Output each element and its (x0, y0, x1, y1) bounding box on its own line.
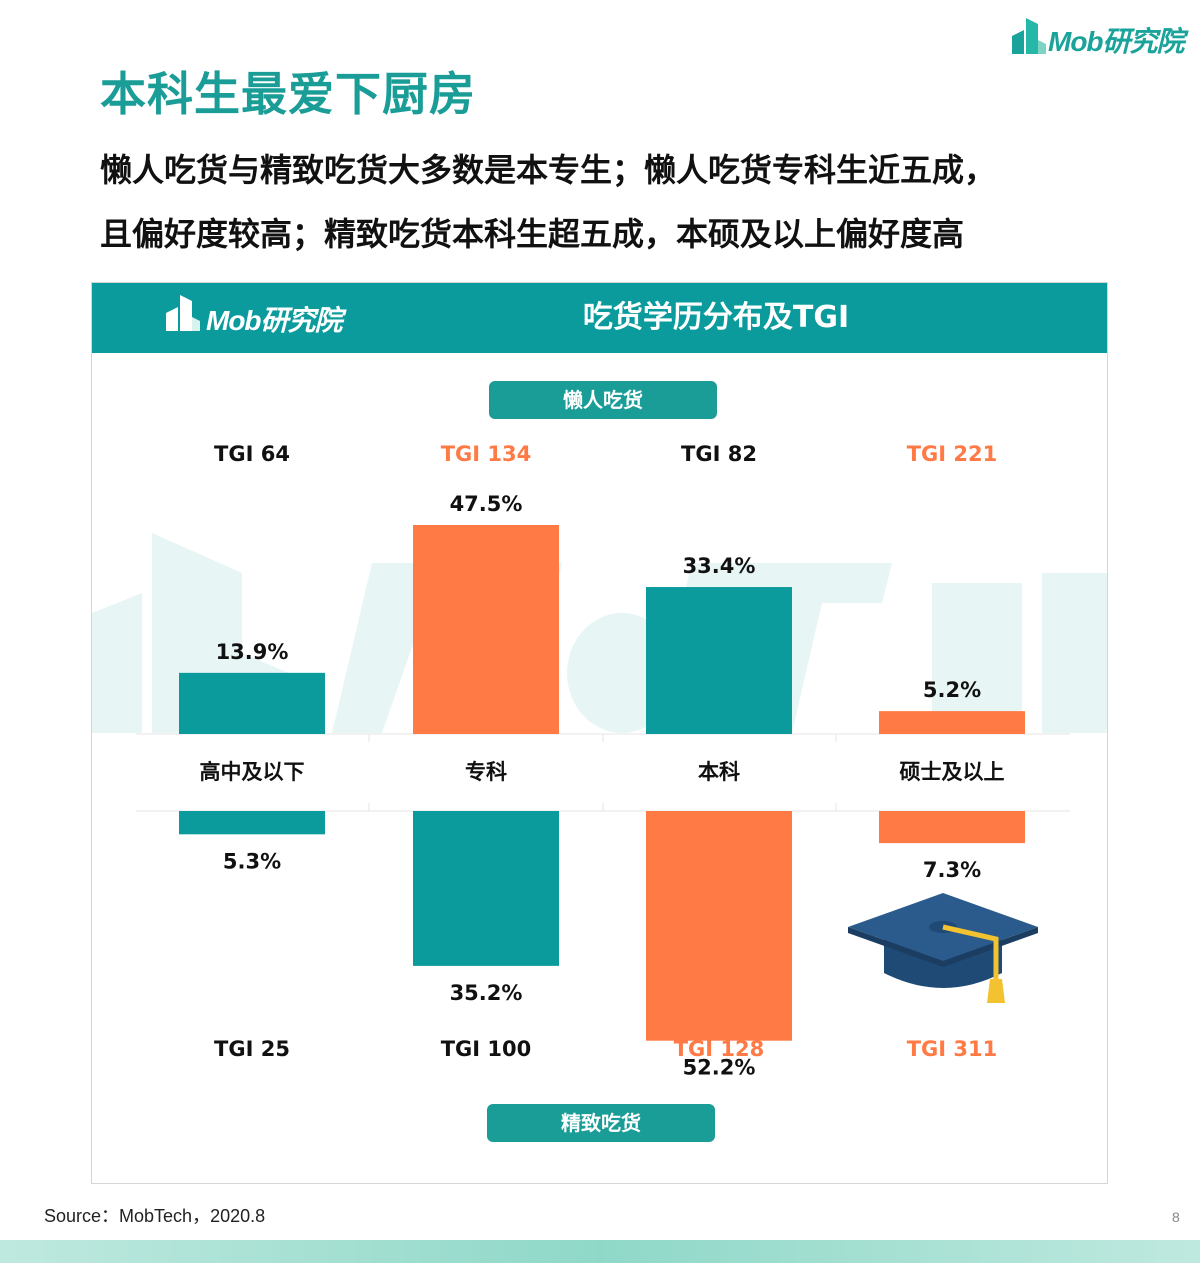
logo-text: Mob研究院 (1048, 26, 1185, 57)
tgi-top-1: TGI 134 (441, 442, 532, 466)
value-label-bottom-3: 7.3% (923, 858, 981, 882)
chart-canvas: 13.9% TGI 64 5.3% TGI 25 高中及以下 47.5% TGI 134 35… (136, 442, 1070, 1080)
page-number: 8 (1172, 1209, 1180, 1225)
value-label-bottom-0: 5.3% (223, 849, 281, 873)
decorative-bottom-band (0, 1240, 1200, 1263)
bar-bottom-0 (179, 811, 325, 835)
bar-bottom-3 (879, 811, 1025, 844)
bar-top-0 (179, 672, 325, 734)
tgi-bottom-2: TGI 128 (674, 1037, 765, 1061)
category-band (136, 734, 1070, 811)
bar-bottom-2 (646, 811, 792, 1041)
building-logo-icon (1012, 18, 1046, 54)
page-title: 本科生最爱下厨房 (100, 67, 476, 121)
category-label-2: 本科 (698, 760, 740, 784)
value-label-top-3: 5.2% (923, 678, 981, 702)
chart-title: 吃货学历分布及TGI (582, 300, 850, 335)
category-label-1: 专科 (465, 760, 507, 784)
building-logo-icon (166, 295, 200, 331)
chart-header-logo-text: Mob研究院 (206, 305, 343, 336)
value-label-top-1: 47.5% (450, 492, 523, 516)
mob-logo: Mob研究院 (1010, 14, 1190, 62)
bar-bottom-1 (413, 811, 559, 966)
bar-top-2 (646, 587, 792, 734)
tgi-bottom-0: TGI 25 (214, 1037, 290, 1061)
bar-top-1 (413, 525, 559, 734)
graduation-cap-icon (848, 893, 1038, 1003)
tgi-bottom-3: TGI 311 (907, 1037, 998, 1061)
page-subtitle: 懒人吃货与精致吃货大多数是本专生；懒人吃货专科生近五成， 且偏好度较高；精致吃货… (100, 138, 1140, 266)
chart-header: Mob研究院 吃货学历分布及TGI (92, 283, 1107, 353)
value-label-top-0: 13.9% (216, 640, 289, 664)
tgi-bottom-1: TGI 100 (441, 1037, 532, 1061)
tgi-top-3: TGI 221 (907, 442, 998, 466)
value-label-bottom-1: 35.2% (450, 981, 523, 1005)
subtitle-line-2: 且偏好度较高；精致吃货本科生超五成，本硕及以上偏好度高 (100, 215, 965, 253)
tgi-top-2: TGI 82 (681, 442, 757, 466)
category-label-0: 高中及以下 (200, 760, 305, 784)
value-label-top-2: 33.4% (683, 554, 756, 578)
tgi-top-0: TGI 64 (214, 442, 290, 466)
category-label-3: 硕士及以上 (900, 760, 1005, 784)
chart-panel: 13.9% TGI 64 5.3% TGI 25 高中及以下 47.5% TGI 134 35… (91, 282, 1108, 1184)
source-note: Source：MobTech，2020.8 (44, 1206, 266, 1226)
chart-header-logo: Mob研究院 (164, 291, 354, 341)
value-label-bottom-2: 52.2% (683, 1056, 756, 1080)
subtitle-line-1: 懒人吃货与精致吃货大多数是本专生；懒人吃货专科生近五成， (100, 151, 997, 189)
bar-top-3 (879, 711, 1025, 734)
series-label-bottom: 精致吃货 (487, 1104, 715, 1142)
series-label-top: 懒人吃货 (489, 381, 717, 419)
